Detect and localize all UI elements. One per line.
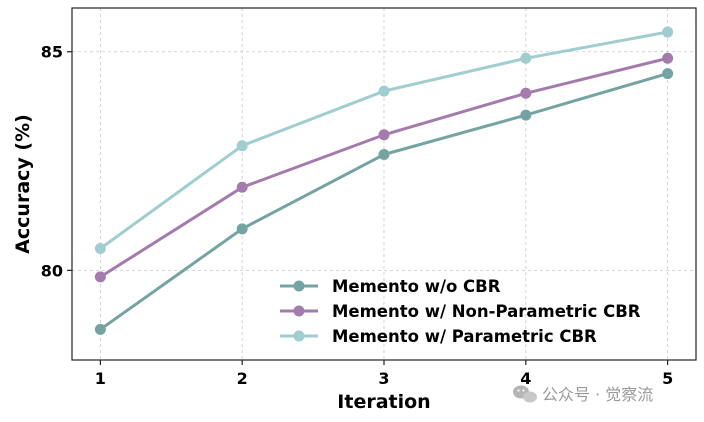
data-point xyxy=(94,323,106,335)
data-point xyxy=(662,68,674,80)
x-axis-label: Iteration xyxy=(337,391,430,413)
x-tick-label: 5 xyxy=(662,369,673,388)
y-axis-label: Accuracy (%) xyxy=(12,114,34,254)
legend: Memento w/o CBR Memento w/ Non-Parametric… xyxy=(280,277,641,346)
watermark-text: 公众号 · 觉察流 xyxy=(542,385,653,404)
data-point xyxy=(662,52,674,64)
x-tick-label: 3 xyxy=(378,369,389,388)
data-point xyxy=(520,109,532,121)
x-tick-label: 4 xyxy=(520,369,531,388)
legend-swatch-marker xyxy=(293,330,305,342)
watermark: 公众号 · 觉察流 xyxy=(513,385,653,404)
data-point xyxy=(236,223,248,235)
legend-label: Memento w/ Parametric CBR xyxy=(332,327,597,346)
legend-swatch-marker xyxy=(293,305,305,317)
data-point xyxy=(236,181,248,193)
data-point xyxy=(378,85,390,97)
data-point xyxy=(662,26,674,38)
data-point xyxy=(94,242,106,254)
y-tick-label: 85 xyxy=(41,43,63,62)
y-axis-ticks: 80 85 xyxy=(41,43,72,280)
data-point xyxy=(94,271,106,283)
legend-swatch-marker xyxy=(293,280,305,292)
legend-label: Memento w/o CBR xyxy=(332,277,501,296)
x-axis-ticks: 1 2 3 4 5 xyxy=(95,360,673,388)
series-points xyxy=(94,26,674,335)
wechat-icon xyxy=(513,385,537,403)
x-tick-label: 2 xyxy=(237,369,248,388)
data-point xyxy=(378,148,390,160)
data-point xyxy=(378,129,390,141)
legend-label: Memento w/ Non-Parametric CBR xyxy=(332,302,641,321)
data-point xyxy=(520,87,532,99)
data-point xyxy=(520,52,532,64)
y-tick-label: 80 xyxy=(41,261,63,280)
data-point xyxy=(236,140,248,152)
x-tick-label: 1 xyxy=(95,369,106,388)
